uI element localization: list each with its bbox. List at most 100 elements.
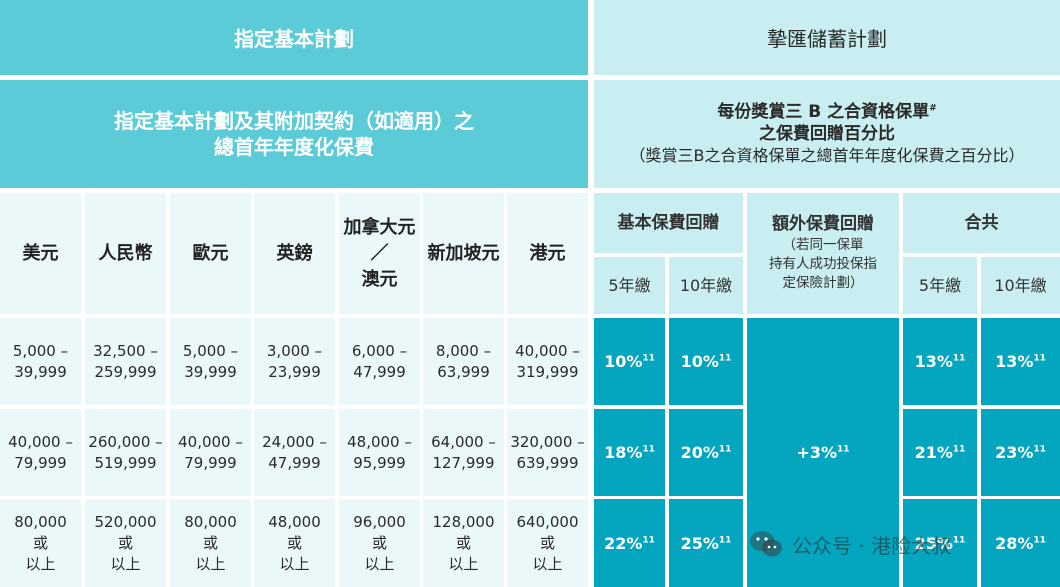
rebate-cell-total5: 21%11: [903, 409, 977, 496]
rebate-value: 18%11: [604, 443, 655, 462]
premium-band-cell-text: 64,000 – 127,999: [431, 432, 496, 472]
total-header: 合共: [903, 193, 1060, 253]
payment-term-header: 10年繳: [669, 257, 743, 314]
right-plan-title: 摯匯儲蓄計劃: [594, 0, 1060, 75]
premium-band-cell: 320,000 – 639,999: [507, 409, 588, 496]
payment-term-header: 10年繳: [981, 257, 1060, 314]
extra-rebate-value-cell: +3%11: [747, 318, 899, 587]
footnote-ref: 11: [718, 535, 732, 546]
total-header-text: 合共: [964, 212, 999, 233]
hash-footnote-mark: #: [929, 103, 937, 114]
rebate-value: 25%11: [915, 534, 966, 553]
right-rebate-heading-line1: 每份獎賞三 B 之合資格保單#: [717, 101, 936, 123]
rebate-cell-total5: 25%11: [903, 499, 977, 587]
payment-term-header-text: 10年繳: [994, 276, 1047, 295]
extra-rebate-note: （若同一保單: [782, 236, 864, 253]
footnote-ref: 11: [1033, 353, 1046, 364]
rebate-cell-basic5: 10%11: [594, 318, 665, 405]
premium-band-cell: 80,000 或 以上: [170, 499, 251, 587]
footnote-ref: 11: [1033, 444, 1046, 455]
premium-band-cell: 8,000 – 63,999: [423, 318, 504, 405]
currency-header: 美元: [0, 193, 81, 314]
currency-header: 人民幣: [85, 193, 166, 314]
premium-band-cell-text: 80,000 或 以上: [184, 512, 237, 573]
premium-band-cell: 128,000 或 以上: [423, 499, 504, 587]
currency-header-text: 英鎊: [276, 242, 313, 264]
rebate-cell-total10: 23%11: [981, 409, 1060, 496]
premium-band-cell: 40,000 – 79,999: [0, 409, 81, 496]
rebate-percent: 21%: [914, 443, 953, 462]
footnote-ref: 11: [642, 353, 655, 364]
premium-band-cell-text: 520,000 或 以上: [94, 512, 157, 573]
rebate-percent: 10%: [680, 352, 719, 371]
premium-band-cell-text: 48,000 或 以上: [268, 512, 321, 573]
premium-band-cell-text: 40,000 – 79,999: [178, 432, 243, 472]
rebate-value: 10%11: [604, 352, 655, 371]
premium-band-cell: 260,000 – 519,999: [85, 409, 166, 496]
premium-band-cell: 520,000 或 以上: [85, 499, 166, 587]
rebate-percent: 23%: [995, 443, 1034, 462]
currency-header-text: 加拿大元 ／ 澳元: [343, 216, 416, 290]
footnote-ref: 11: [837, 444, 850, 455]
premium-band-cell-text: 40,000 – 79,999: [8, 432, 73, 472]
premium-band-cell-text: 24,000 – 47,999: [262, 432, 327, 472]
rebate-percent: 13%: [995, 352, 1034, 371]
premium-band-cell: 5,000 – 39,999: [0, 318, 81, 405]
premium-band-cell: 40,000 – 319,999: [507, 318, 588, 405]
rebate-value: 10%11: [681, 352, 732, 371]
premium-band-cell-text: 320,000 – 639,999: [510, 432, 585, 472]
rebate-percent: 28%: [995, 533, 1034, 553]
premium-band-cell-text: 6,000 – 47,999: [351, 341, 408, 381]
rebate-cell-basic10: 10%11: [669, 318, 743, 405]
left-premium-heading-line2: 總首年年度化保費: [214, 135, 374, 159]
footnote-ref: 11: [718, 444, 732, 455]
currency-header: 英鎊: [254, 193, 335, 314]
basic-rebate-header-text: 基本保費回贈: [617, 212, 720, 233]
footnote-ref: 11: [642, 444, 655, 455]
currency-header-text: 港元: [529, 242, 566, 264]
rebate-value: 28%11: [995, 534, 1046, 553]
extra-rebate-title: 額外保費回贈: [772, 213, 874, 234]
premium-band-cell-text: 260,000 – 519,999: [88, 432, 163, 472]
footnote-ref: 11: [952, 444, 966, 455]
premium-band-cell-text: 128,000 或 以上: [432, 512, 495, 573]
rebate-percent: 25%: [680, 533, 719, 553]
rebate-cell-basic10: 25%11: [669, 499, 743, 587]
left-premium-heading-line1: 指定基本計劃及其附加契約（如適用）之: [114, 109, 474, 133]
rebate-percent: 18%: [604, 443, 643, 462]
payment-term-header: 5年繳: [594, 257, 665, 314]
rebate-percent: 13%: [914, 352, 953, 371]
footnote-ref: 11: [952, 535, 966, 546]
right-rebate-heading-line1-text: 每份獎賞三 B 之合資格保單: [717, 102, 930, 122]
rebate-value: 22%11: [604, 534, 655, 553]
rebate-cell-basic5: 18%11: [594, 409, 665, 496]
premium-band-cell: 6,000 – 47,999: [339, 318, 420, 405]
rebate-percent: 25%: [914, 533, 953, 553]
premium-band-cell-text: 96,000 或 以上: [353, 512, 406, 573]
premium-band-cell-text: 48,000 – 95,999: [347, 432, 412, 472]
currency-header-text: 新加坡元: [427, 242, 500, 264]
currency-header-text: 歐元: [192, 242, 229, 264]
rebate-cell-total5: 13%11: [903, 318, 977, 405]
extra-rebate-note: 定保險計劃）: [782, 274, 864, 291]
premium-band-cell: 80,000 或 以上: [0, 499, 81, 587]
premium-band-cell-text: 3,000 – 23,999: [266, 341, 323, 381]
currency-header-text: 人民幣: [98, 242, 153, 264]
extra-rebate-header: 額外保費回贈 （若同一保單 持有人成功投保指 定保險計劃）: [747, 193, 899, 314]
basic-rebate-header: 基本保費回贈: [594, 193, 743, 253]
premium-band-cell-text: 40,000 – 319,999: [515, 341, 580, 381]
rebate-value: 25%11: [681, 534, 732, 553]
premium-band-cell-text: 5,000 – 39,999: [182, 341, 239, 381]
rebate-percent: 22%: [604, 533, 643, 553]
premium-band-cell: 32,500 – 259,999: [85, 318, 166, 405]
rebate-cell-total10: 28%11: [981, 499, 1060, 587]
rebate-value: 21%11: [915, 443, 966, 462]
footnote-ref: 11: [1033, 535, 1046, 546]
left-premium-heading: 指定基本計劃及其附加契約（如適用）之 總首年年度化保費: [0, 80, 588, 188]
currency-header-text: 美元: [22, 242, 59, 264]
footnote-ref: 11: [952, 353, 966, 364]
premium-band-cell: 48,000 或 以上: [254, 499, 335, 587]
currency-header: 加拿大元 ／ 澳元: [339, 193, 420, 314]
rebate-value: 13%11: [915, 352, 966, 371]
